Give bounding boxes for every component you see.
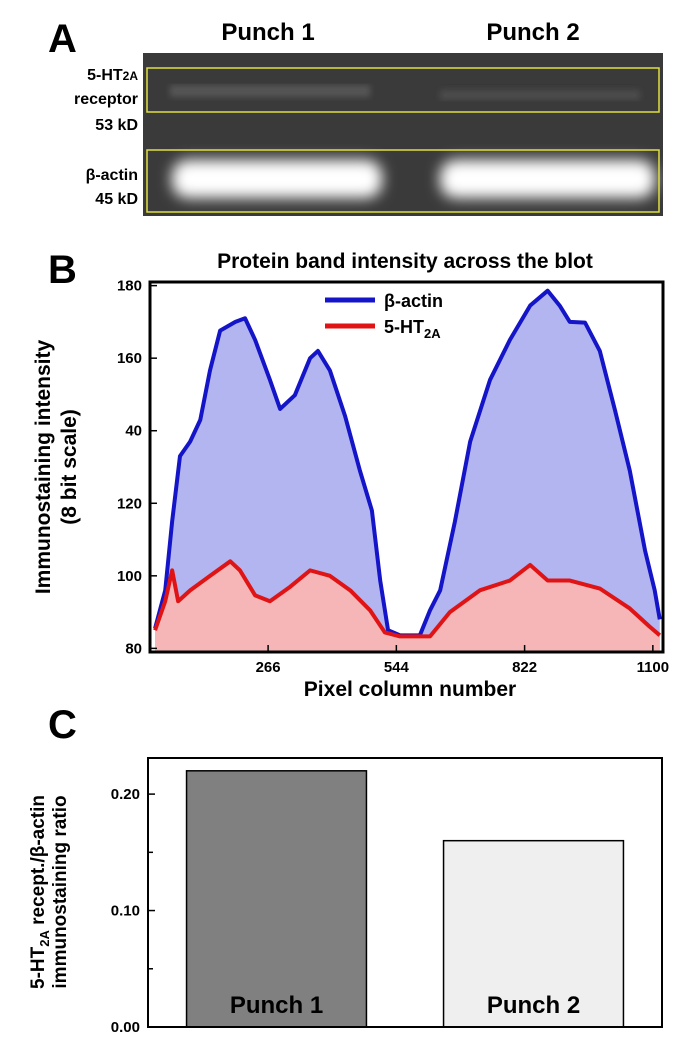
legend-label-part: 5-HT: [384, 317, 424, 337]
row-label: receptor: [74, 91, 138, 108]
y-tick-label: 0.20: [111, 786, 140, 803]
series-area: [155, 561, 660, 652]
row-label: 5-HT2A: [87, 67, 138, 84]
row-weight: 45 kD: [95, 191, 138, 208]
row-label-part: 5-HT: [87, 67, 123, 84]
y-axis-label: immunostaining ratio: [50, 795, 71, 988]
roi-box: [146, 149, 660, 213]
panel-label: B: [48, 248, 77, 292]
series-line: [153, 288, 662, 638]
series-area: [155, 290, 660, 652]
blot-band: [170, 85, 640, 100]
y-tick-label: 180: [117, 278, 142, 295]
y-tick-label: 120: [117, 495, 142, 512]
y-tick-label: 100: [117, 568, 142, 585]
x-tick-label: 1100: [637, 659, 670, 676]
y-axis-label: Immunostaining intensity: [32, 340, 55, 595]
chart-title: Protein band intensity across the blot: [217, 250, 593, 273]
x-tick-label: 544: [384, 659, 410, 676]
y-axis-label: (8 bit scale): [58, 409, 81, 525]
y-axis-label: 5-HT2A recept./β-actin: [28, 795, 52, 989]
plot-frame: [148, 280, 665, 654]
legend-label: β-actin: [384, 291, 443, 311]
row-label-sub: 2A: [123, 69, 139, 83]
x-tick-label: 266: [256, 659, 281, 676]
y-axis-label-sub: 2A: [37, 930, 52, 947]
y-axis-label-part: 5-HT: [28, 946, 49, 989]
panel-label: A: [48, 17, 77, 61]
legend-label-part: β-actin: [384, 291, 443, 311]
legend-label-sub: 2A: [424, 326, 441, 341]
roi-box: [146, 67, 660, 113]
bar: [442, 839, 625, 1028]
bar-label: Punch 1: [230, 992, 323, 1019]
row-label: β-actin: [86, 167, 138, 184]
blot-band: [172, 160, 655, 198]
series-line: [153, 559, 662, 639]
x-axis-label: Pixel column number: [304, 678, 516, 701]
panel-label: C: [48, 703, 77, 747]
row-weight: 53 kD: [95, 117, 138, 134]
y-tick-label: 40: [125, 423, 142, 440]
lane-label: Punch 2: [486, 19, 579, 46]
y-tick-label: 0.10: [111, 903, 140, 920]
y-tick-label: 160: [117, 350, 142, 367]
y-tick-label: 0.00: [111, 1019, 140, 1036]
bar-label: Punch 2: [487, 992, 580, 1019]
x-tick-label: 822: [512, 659, 537, 676]
legend-label: 5-HT2A: [384, 317, 441, 341]
bar: [185, 770, 368, 1028]
lane-label: Punch 1: [221, 19, 314, 46]
y-axis-label-part: recept./β-actin: [28, 795, 49, 930]
y-tick-label: 80: [125, 640, 142, 657]
plot-frame: [147, 757, 663, 1028]
